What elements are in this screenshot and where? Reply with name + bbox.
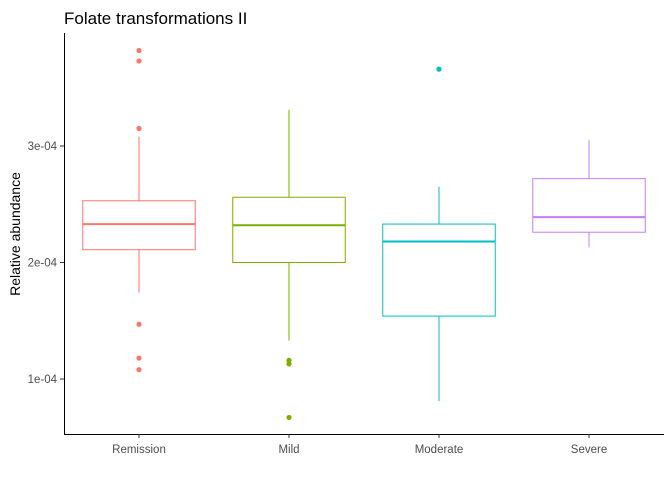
outlier-point bbox=[136, 58, 142, 64]
box bbox=[382, 223, 496, 317]
outlier-point bbox=[136, 125, 142, 132]
outlier-point bbox=[286, 414, 292, 421]
box-group-mild bbox=[232, 109, 346, 421]
outlier-point bbox=[136, 367, 142, 373]
x-tick-label: Mild bbox=[278, 444, 299, 456]
box-group-remission bbox=[82, 47, 196, 373]
chart-title: Folate transformations II bbox=[64, 9, 247, 28]
outlier-point bbox=[136, 47, 142, 54]
plot-area bbox=[82, 47, 646, 421]
box bbox=[232, 196, 346, 264]
x-tick-label: Remission bbox=[112, 444, 166, 456]
box bbox=[532, 178, 646, 233]
x-tick-label: Severe bbox=[571, 444, 607, 456]
outlier-point bbox=[286, 361, 292, 367]
outlier-point bbox=[136, 321, 142, 327]
y-tick-label: 1e-04 bbox=[28, 374, 58, 386]
y-tick-label: 2e-04 bbox=[28, 258, 58, 270]
box-group-severe bbox=[532, 140, 646, 248]
outlier-point bbox=[136, 355, 142, 361]
y-axis-title: Relative abundance bbox=[7, 172, 23, 296]
outlier-point bbox=[436, 66, 442, 72]
box-group-moderate bbox=[382, 66, 496, 402]
box bbox=[82, 200, 196, 251]
y-tick-label: 3e-04 bbox=[28, 141, 58, 153]
x-tick-label: Moderate bbox=[415, 444, 464, 456]
